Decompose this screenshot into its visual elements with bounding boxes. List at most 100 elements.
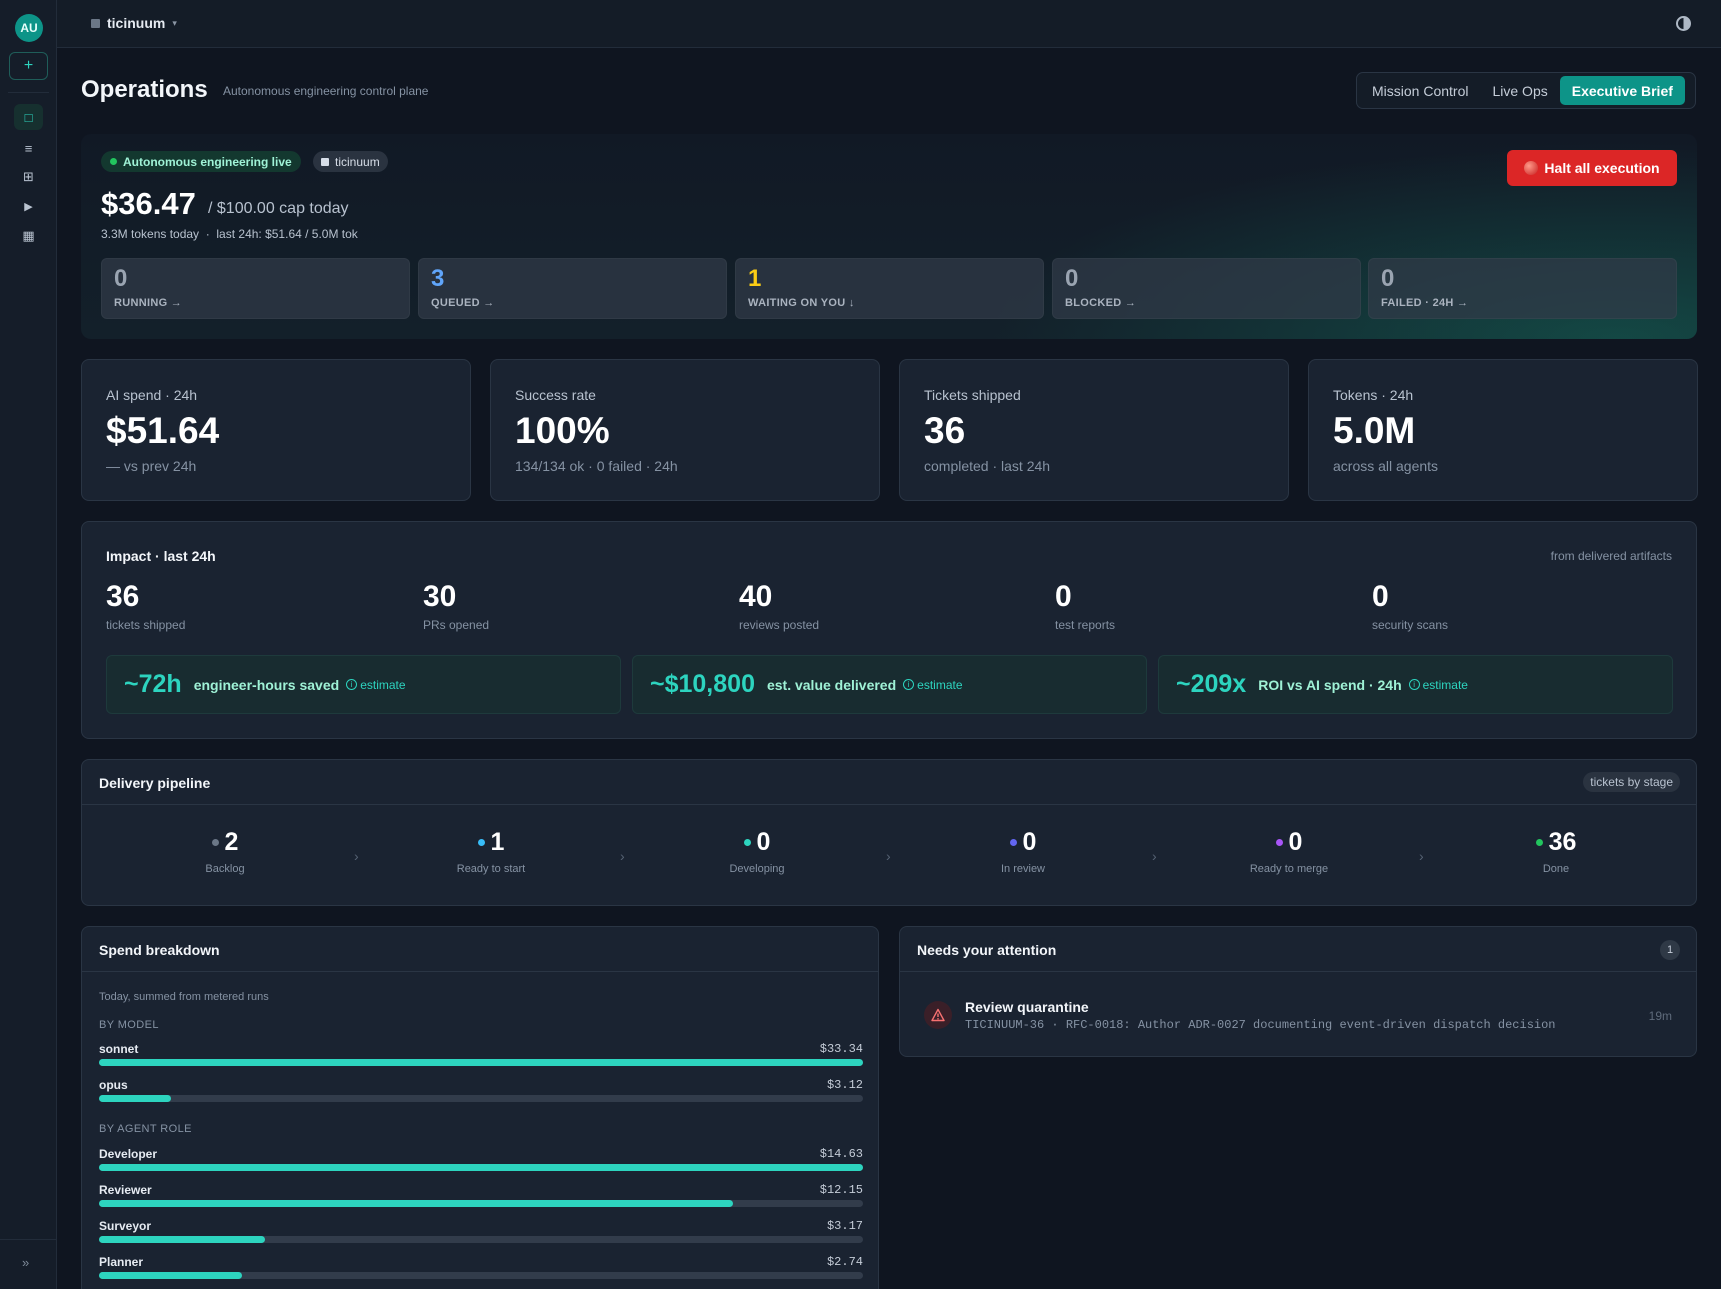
estimate-tag-label: estimate bbox=[917, 677, 963, 692]
avatar[interactable]: AU bbox=[15, 14, 43, 42]
plus-icon: + bbox=[23, 57, 34, 74]
spend-bar-row: Developer $14.63 bbox=[99, 1147, 863, 1171]
status-label: WAITING ON YOU ↓ bbox=[748, 297, 855, 309]
stage-ready-to-merge[interactable]: 0 Ready to merge bbox=[1204, 828, 1374, 875]
spend-meta: 3.3M tokens today · last 24h: $51.64 / 5… bbox=[101, 227, 358, 241]
status-card-failed[interactable]: 0 FAILED · 24H → bbox=[1368, 258, 1677, 319]
halt-all-button[interactable]: Halt all execution bbox=[1507, 150, 1677, 186]
sidebar-item-calendar[interactable]: ▦ bbox=[14, 223, 43, 249]
impact-stat-value: 36 bbox=[106, 580, 140, 613]
attention-panel: Needs your attention 1 Review quarantine… bbox=[899, 926, 1697, 1057]
attention-item-title[interactable]: Review quarantine bbox=[965, 999, 1089, 1015]
stage-value: 0 bbox=[1022, 828, 1037, 856]
estimate-value: ~$10,800 bbox=[650, 670, 755, 698]
attention-count-badge: 1 bbox=[1660, 940, 1680, 960]
info-icon: i bbox=[903, 679, 915, 690]
tab-live-ops[interactable]: Live Ops bbox=[1492, 82, 1548, 99]
page-subtitle: Autonomous engineering control plane bbox=[223, 84, 429, 98]
spend-bar-row: sonnet $33.34 bbox=[99, 1042, 863, 1066]
stage-ready-to-start[interactable]: 1 Ready to start bbox=[406, 828, 576, 875]
impact-stat-label: test reports bbox=[1055, 618, 1116, 632]
workspace-switcher[interactable]: ticinuum ▾ bbox=[91, 15, 177, 31]
workspace-badge-label: ticinuum bbox=[335, 154, 380, 169]
kpi-label: Tickets shipped bbox=[924, 387, 1021, 403]
stop-icon bbox=[1524, 161, 1539, 175]
sidebar-item-overview[interactable]: □ bbox=[14, 104, 43, 130]
status-card-blocked[interactable]: 0 BLOCKED → bbox=[1052, 258, 1361, 319]
spend-breakdown-panel: Spend breakdown Today, summed from meter… bbox=[81, 926, 879, 1289]
square-icon: □ bbox=[24, 109, 33, 125]
spend-bar-row: Reviewer $12.15 bbox=[99, 1183, 863, 1207]
bar-name: opus bbox=[99, 1078, 128, 1092]
status-label: BLOCKED → bbox=[1065, 297, 1137, 309]
sidebar-item-list[interactable]: ≡ bbox=[14, 135, 43, 161]
sidebar-item-runs[interactable]: ▶ bbox=[14, 193, 43, 219]
status-card-queued[interactable]: 3 QUEUED → bbox=[418, 258, 727, 319]
bar-name: Surveyor bbox=[99, 1219, 152, 1233]
estimate-tag-label: estimate bbox=[1422, 677, 1468, 692]
workspace-icon bbox=[91, 18, 100, 28]
stage-label: Backlog bbox=[205, 863, 245, 875]
estimate-card-value: ~$10,800 est. value delivered i estimate bbox=[632, 655, 1147, 714]
bar-name: Planner bbox=[99, 1255, 144, 1269]
estimate-tag[interactable]: i estimate bbox=[346, 678, 406, 692]
stage-dot-icon bbox=[1275, 839, 1283, 846]
kpi-value: 36 bbox=[924, 410, 966, 451]
estimate-tag[interactable]: i estimate bbox=[903, 677, 963, 692]
bar-name: Reviewer bbox=[99, 1183, 152, 1197]
list-icon: ≡ bbox=[24, 140, 33, 156]
sidebar: AU + □ ≡ ⊞ ▶ ▦ » bbox=[0, 0, 57, 1289]
tab-executive-brief[interactable]: Executive Brief bbox=[1559, 76, 1685, 105]
sidebar-item-grid[interactable]: ⊞ bbox=[14, 164, 43, 190]
kpi-value: $51.64 bbox=[106, 410, 220, 451]
bar-amount: $2.74 bbox=[826, 1255, 863, 1269]
info-icon: i bbox=[346, 679, 358, 690]
halt-all-label: Halt all execution bbox=[1544, 160, 1660, 176]
estimate-label: ROI vs AI spend · 24h bbox=[1258, 676, 1402, 693]
page-title: Operations bbox=[81, 76, 208, 103]
stage-dot-icon bbox=[477, 839, 485, 846]
stage-value: 36 bbox=[1548, 828, 1577, 856]
stage-label: Developing bbox=[729, 863, 785, 875]
bar-fill bbox=[99, 1236, 265, 1243]
kpi-success-rate: Success rate 100% 134/134 ok · 0 failed · … bbox=[490, 359, 880, 501]
estimate-tag[interactable]: i estimate bbox=[1408, 677, 1468, 692]
stage-dot-icon bbox=[743, 839, 751, 846]
collapse-sidebar-icon[interactable]: » bbox=[22, 1255, 30, 1270]
stage-label: In review bbox=[1000, 863, 1046, 875]
bar-fill bbox=[99, 1059, 863, 1066]
bar-name: sonnet bbox=[99, 1042, 139, 1056]
impact-stat-label: tickets shipped bbox=[106, 618, 186, 632]
estimate-card-hours: ~72h engineer-hours saved i estimate bbox=[106, 655, 621, 714]
stage-developing[interactable]: 0 Developing bbox=[672, 828, 842, 875]
live-status-label: Autonomous engineering live bbox=[123, 154, 292, 169]
sidebar-footer-divider bbox=[0, 1239, 57, 1240]
status-label: RUNNING → bbox=[114, 297, 183, 309]
kpi-tickets-shipped: Tickets shipped 36 completed · last 24h bbox=[899, 359, 1289, 501]
bar-fill bbox=[99, 1272, 242, 1279]
kpi-label: Success rate bbox=[515, 387, 596, 403]
kpi-sub: across all agents bbox=[1333, 458, 1439, 474]
kpi-label: Tokens · 24h bbox=[1333, 387, 1414, 403]
kpi-value: 100% bbox=[515, 410, 610, 451]
theme-toggle-icon[interactable] bbox=[1676, 16, 1691, 31]
stage-in-review[interactable]: 0 In review bbox=[938, 828, 1108, 875]
kpi-tokens: Tokens · 24h 5.0M across all agents bbox=[1308, 359, 1698, 501]
new-button[interactable]: + bbox=[9, 52, 48, 80]
panel-title: Spend breakdown bbox=[99, 942, 220, 958]
impact-stat-value: 0 bbox=[1055, 580, 1072, 613]
bar-fill bbox=[99, 1095, 171, 1102]
stage-backlog[interactable]: 2 Backlog bbox=[140, 828, 310, 875]
status-card-running[interactable]: 0 RUNNING → bbox=[101, 258, 410, 319]
status-value: 0 bbox=[1381, 265, 1395, 292]
status-card-waiting[interactable]: 1 WAITING ON YOU ↓ bbox=[735, 258, 1044, 319]
chevron-right-icon: › bbox=[354, 848, 359, 864]
bar-amount: $12.15 bbox=[819, 1183, 863, 1197]
bar-amount: $14.63 bbox=[819, 1147, 863, 1161]
panel-title: Delivery pipeline bbox=[99, 775, 211, 791]
stage-done[interactable]: 36 Done bbox=[1471, 828, 1641, 875]
spend-bar-row: opus $3.12 bbox=[99, 1078, 863, 1102]
stage-value: 0 bbox=[756, 828, 771, 856]
impact-stat-label: security scans bbox=[1372, 618, 1449, 632]
tab-mission-control[interactable]: Mission Control bbox=[1372, 82, 1469, 99]
